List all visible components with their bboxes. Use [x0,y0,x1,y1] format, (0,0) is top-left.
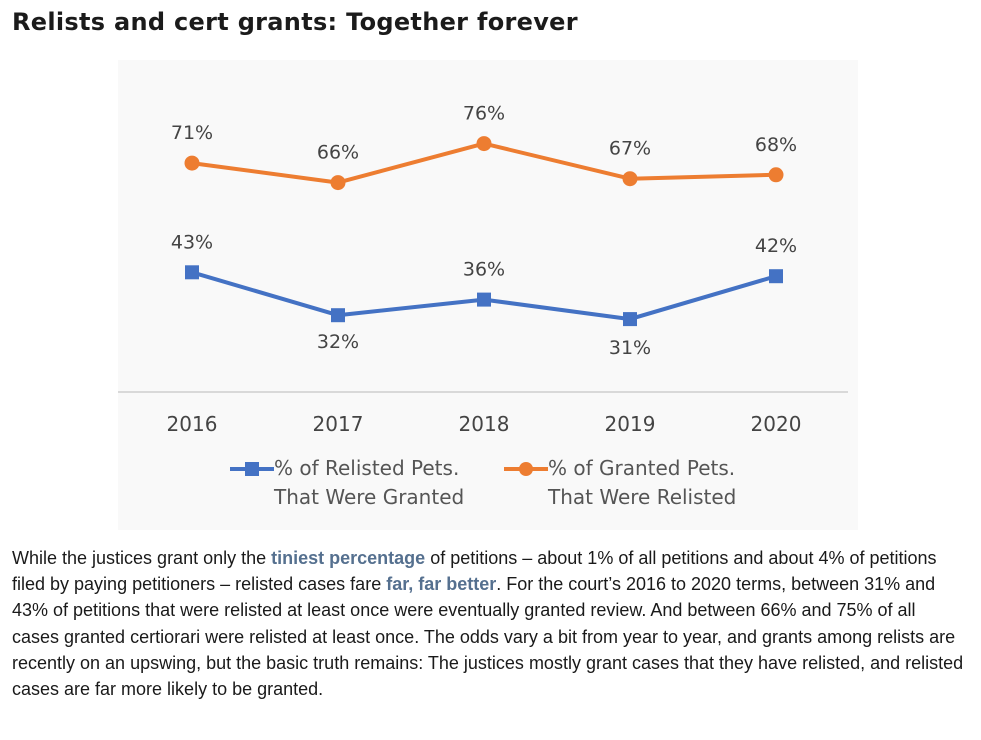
legend-label-relisted-granted: % of Relisted Pets. That Were Granted [274,456,465,509]
paragraph-text: of petitions – about 1% of all petitions… [12,548,937,595]
data-label-granted-relisted-2020: 68% [755,134,797,156]
data-label-relisted-granted-2020: 42% [755,235,797,257]
paragraph-text: While the justices grant only the [12,548,272,568]
legend-item-relisted-granted: % of Relisted Pets. That Were Granted [230,456,464,512]
x-tick-label-2018: 2018 [459,412,510,436]
legend-label-granted-relisted: % of Granted Pets. That Were Relisted [548,456,737,509]
legend-swatch-square-icon [230,456,274,480]
data-label-relisted-granted-2018: 36% [463,259,505,281]
data-point-circle-2017 [330,175,346,191]
chart-legend: % of Relisted Pets. That Were Granted % … [118,456,858,526]
legend-circle-marker-icon [519,462,533,476]
data-label-granted-relisted-2018: 76% [463,103,505,125]
legend-item-granted-relisted: % of Granted Pets. That Were Relisted [504,456,736,512]
data-label-granted-relisted-2017: 66% [317,142,359,164]
data-label-granted-relisted-2019: 67% [609,138,651,160]
far-far-better-link[interactable]: far, far better [386,574,497,595]
data-label-relisted-granted-2017: 32% [317,331,359,353]
data-point-square-2020 [769,269,783,284]
data-point-circle-2018 [476,136,492,152]
data-point-circle-2019 [622,171,638,187]
data-point-square-2018 [477,292,491,307]
data-label-relisted-granted-2016: 43% [171,231,213,253]
chart-plot-area: 2016 2017 2018 2019 2020 43% 32% 36% 31% 42% 71% 6… [118,103,848,436]
data-point-square-2017 [331,308,345,323]
x-tick-label-2016: 2016 [167,412,218,436]
data-point-square-2016 [185,265,199,280]
data-point-square-2019 [623,312,637,327]
data-label-relisted-granted-2019: 31% [609,337,651,359]
x-tick-label-2019: 2019 [605,412,656,436]
data-label-granted-relisted-2016: 71% [171,122,213,144]
data-point-circle-2016 [184,155,200,171]
article-paragraph: While the justices grant only the tinies… [12,545,967,702]
x-tick-label-2020: 2020 [751,412,802,436]
legend-swatch-circle-icon [504,456,548,480]
article-title: Relists and cert grants: Together foreve… [12,8,578,36]
legend-square-marker-icon [245,462,259,476]
tiniest-percentage-link[interactable]: tiniest percentage [271,548,426,568]
data-point-circle-2020 [768,167,784,183]
paragraph-text: . For the court’s 2016 to 2020 terms, be… [12,574,964,700]
x-tick-label-2017: 2017 [313,412,364,436]
line-chart: 2016 2017 2018 2019 2020 43% 32% 36% 31% 42% 71% 6… [118,60,858,530]
